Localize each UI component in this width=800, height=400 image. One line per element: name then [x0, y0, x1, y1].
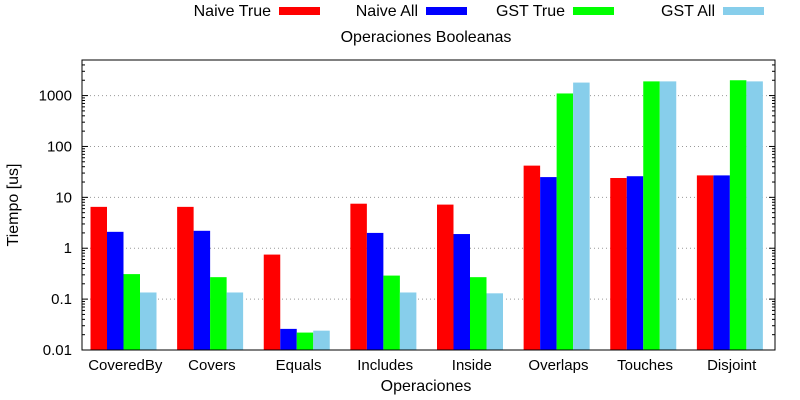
bar-disjoint-naive-all	[713, 175, 730, 350]
bar-group-overlaps	[523, 82, 590, 351]
bars	[90, 80, 763, 351]
x-tick-label: Equals	[276, 357, 322, 374]
y-axis-ticks: 0.01 0.1 1 10 100 1000	[39, 59, 775, 359]
x-tick-label: CoveredBy	[88, 357, 163, 374]
bar-touches-gst-all	[659, 81, 677, 350]
x-tick-label: Disjoint	[707, 357, 757, 374]
bar-group-includes	[350, 203, 417, 350]
legend-label: GST All	[661, 3, 715, 20]
legend-item-naive-all: Naive All	[356, 3, 467, 20]
bar-covers-gst-all	[226, 292, 244, 350]
y-tick-label: 10	[55, 189, 72, 206]
y-tick-label: 0.1	[51, 291, 72, 308]
bar-touches-naive-true	[610, 177, 627, 350]
bar-group-equals	[263, 254, 330, 350]
bar-includes-naive-all	[366, 232, 384, 350]
bar-disjoint-naive-true	[696, 175, 714, 350]
y-tick-label: 1000	[39, 88, 72, 105]
bar-covers-gst-true	[210, 277, 227, 350]
bar-covers-naive-true	[177, 206, 194, 350]
bar-group-covers	[177, 206, 244, 350]
bar-overlaps-gst-all	[573, 82, 590, 351]
y-tick-label: 1	[64, 240, 72, 257]
legend-item-naive-true: Naive True	[194, 3, 320, 20]
bar-inside-naive-all	[453, 234, 470, 350]
legend-label: GST True	[496, 3, 565, 20]
x-tick-label: Covers	[188, 357, 236, 374]
bar-inside-gst-true	[470, 277, 487, 350]
x-axis-label: Operaciones	[381, 378, 472, 395]
legend: Naive True Naive All GST True GST All	[194, 3, 764, 20]
bar-coveredby-naive-true	[90, 206, 107, 350]
bar-group-disjoint	[696, 80, 763, 351]
x-tick-label: Inside	[452, 357, 492, 374]
bar-equals-naive-true	[263, 254, 281, 350]
bar-disjoint-gst-all	[746, 81, 763, 350]
bar-covers-naive-all	[193, 230, 211, 350]
bar-equals-gst-all	[313, 330, 330, 350]
bar-coveredby-gst-true	[123, 274, 140, 350]
bar-group-coveredby	[90, 206, 157, 350]
x-axis-ticks: CoveredBy Covers Equals Includes Inside Overl…	[88, 357, 757, 374]
bar-touches-gst-true	[643, 81, 660, 350]
legend-swatch	[573, 7, 614, 15]
legend-label: Naive All	[356, 3, 418, 20]
bar-inside-naive-true	[437, 204, 454, 350]
bar-includes-gst-all	[399, 292, 417, 350]
bar-disjoint-gst-true	[729, 80, 747, 351]
legend-swatch	[723, 7, 764, 15]
bar-coveredby-naive-all	[107, 231, 124, 350]
x-tick-label: Includes	[357, 357, 413, 374]
bar-includes-naive-true	[350, 203, 367, 350]
y-axis-label: Tiempo [us]	[5, 164, 22, 247]
bar-coveredby-gst-all	[140, 292, 157, 350]
bar-overlaps-naive-true	[523, 165, 541, 350]
bar-group-inside	[437, 204, 503, 350]
chart-title: Operaciones Booleanas	[341, 29, 512, 46]
bar-overlaps-naive-all	[540, 177, 557, 350]
y-tick-label: 0.01	[43, 342, 72, 359]
legend-item-gst-true: GST True	[496, 3, 614, 20]
bar-overlaps-gst-true	[556, 93, 574, 350]
bar-group-touches	[610, 81, 677, 350]
legend-item-gst-all: GST All	[661, 3, 764, 20]
y-tick-label: 100	[47, 138, 72, 155]
legend-label: Naive True	[194, 3, 271, 20]
bar-touches-naive-all	[626, 176, 644, 350]
x-tick-label: Overlaps	[528, 357, 588, 374]
x-tick-label: Touches	[617, 357, 673, 374]
legend-swatch	[279, 7, 320, 15]
legend-swatch	[426, 7, 467, 15]
bar-inside-gst-all	[486, 293, 503, 350]
bar-equals-naive-all	[280, 328, 297, 350]
bar-equals-gst-true	[296, 332, 314, 350]
bar-includes-gst-true	[383, 275, 400, 350]
